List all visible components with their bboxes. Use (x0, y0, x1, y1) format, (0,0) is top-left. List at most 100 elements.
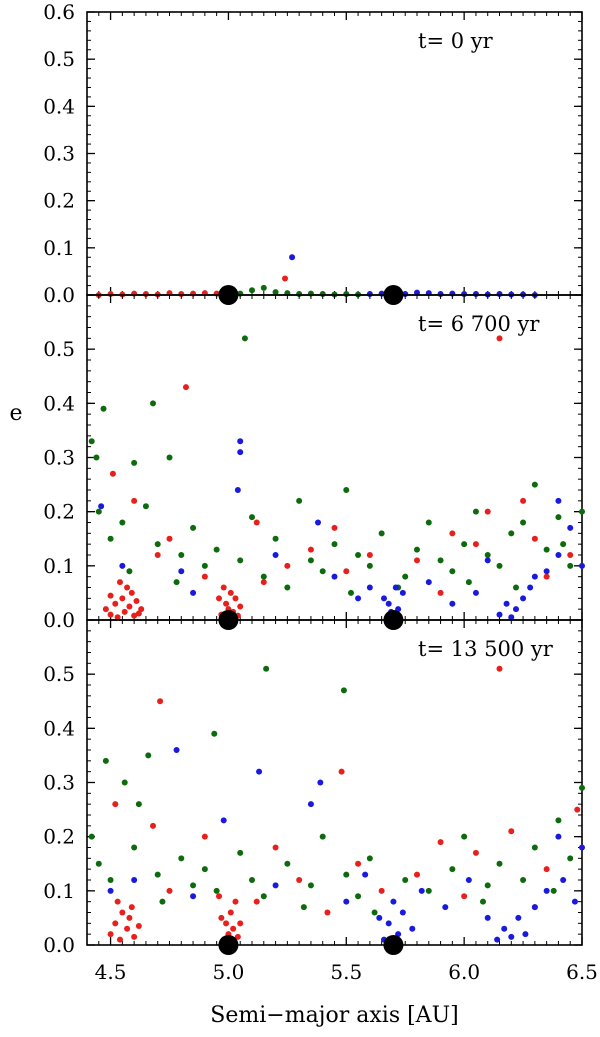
data-point-red (135, 923, 142, 930)
data-point-red (124, 584, 131, 591)
data-point-red (166, 887, 173, 894)
data-point-green (173, 579, 180, 586)
data-point-red (366, 552, 373, 558)
data-point-red (133, 598, 140, 605)
data-point-green (201, 562, 208, 569)
data-point-green (272, 289, 279, 296)
data-point-green (513, 584, 519, 591)
data-point-red (531, 535, 538, 542)
data-point-red (216, 893, 222, 900)
y-tick-label: 0.0 (43, 283, 75, 307)
data-point-blue (272, 882, 279, 889)
data-point-green (508, 530, 515, 537)
data-point-red (128, 904, 135, 911)
data-point-green (465, 579, 472, 586)
data-point-green (366, 855, 373, 862)
y-tick-label: 0.6 (43, 0, 75, 24)
data-point-green (307, 557, 314, 564)
data-point-red (227, 589, 234, 596)
data-point-green (343, 487, 350, 493)
data-point-green (402, 573, 409, 580)
x-tick-label: 6.5 (566, 960, 598, 984)
data-point-blue (449, 600, 456, 607)
data-point-red (567, 552, 574, 558)
data-point-red (201, 833, 208, 840)
data-point-red (223, 600, 230, 607)
data-point-blue (256, 768, 263, 775)
data-point-green (425, 887, 432, 894)
data-point-green (150, 400, 156, 407)
y-tick-label: 0.3 (43, 446, 75, 470)
data-point-blue (442, 904, 449, 911)
data-point-red (296, 877, 303, 883)
data-point-blue (414, 289, 420, 296)
data-point-green (520, 877, 527, 883)
data-point-green (331, 541, 338, 548)
data-point-blue (399, 909, 406, 916)
data-point-green (237, 849, 244, 856)
data-point-red (126, 914, 133, 921)
data-point-green (93, 454, 100, 461)
data-point-green (461, 833, 468, 840)
data-point-blue (98, 503, 105, 510)
data-point-red (437, 589, 444, 596)
data-point-blue (178, 568, 185, 575)
data-point-red (166, 535, 173, 542)
data-point-blue (237, 449, 244, 456)
data-point-red (574, 806, 581, 813)
data-point-blue (392, 584, 399, 591)
data-point-green (107, 535, 114, 542)
data-point-green (414, 546, 420, 553)
data-point-red (114, 614, 121, 621)
data-point-red (253, 898, 260, 905)
data-point-green (178, 855, 185, 862)
data-point-blue (508, 614, 515, 621)
data-point-blue (381, 595, 387, 602)
data-point-green (543, 546, 550, 553)
data-point-red (107, 592, 114, 599)
y-tick-label: 0.1 (43, 554, 75, 578)
data-point-green (550, 887, 557, 894)
y-tick-label: 0.1 (43, 236, 75, 260)
data-point-green (284, 860, 291, 867)
data-point-red (220, 584, 227, 591)
data-point-red (223, 920, 230, 927)
data-point-red (117, 936, 123, 943)
data-point-blue (237, 438, 244, 445)
x-axis-label: Semi−major axis [AU] (210, 1003, 458, 1028)
data-point-blue (501, 925, 508, 932)
data-point-green (319, 568, 326, 575)
data-point-red (338, 768, 345, 775)
data-point-green (249, 287, 255, 294)
data-point-green (100, 405, 107, 412)
data-point-red (343, 568, 350, 575)
data-point-green (378, 530, 385, 537)
panel-frame (86, 619, 583, 946)
data-point-blue (472, 589, 479, 596)
data-point-red (150, 822, 156, 829)
data-point-blue (107, 887, 114, 894)
y-tick-label: 0.3 (43, 142, 75, 166)
time-label: t= 0 yr (418, 29, 494, 53)
y-tick-label: 0.5 (43, 47, 75, 71)
data-point-blue (527, 584, 534, 591)
data-point-blue (119, 562, 126, 569)
data-point-green (249, 877, 255, 883)
data-point-green (201, 866, 208, 873)
data-point-red (138, 606, 145, 613)
data-point-red (543, 866, 550, 873)
data-point-blue (425, 579, 432, 586)
data-point-red (124, 925, 131, 932)
data-point-green (484, 882, 491, 889)
data-point-red (201, 573, 208, 580)
data-point-green (213, 887, 220, 894)
data-point-blue (543, 887, 550, 894)
data-point-green (119, 519, 126, 526)
data-point-green (102, 757, 109, 764)
data-point-red (461, 893, 468, 900)
data-point-green (88, 833, 95, 840)
data-point-green (496, 562, 503, 569)
data-point-blue (579, 562, 585, 569)
